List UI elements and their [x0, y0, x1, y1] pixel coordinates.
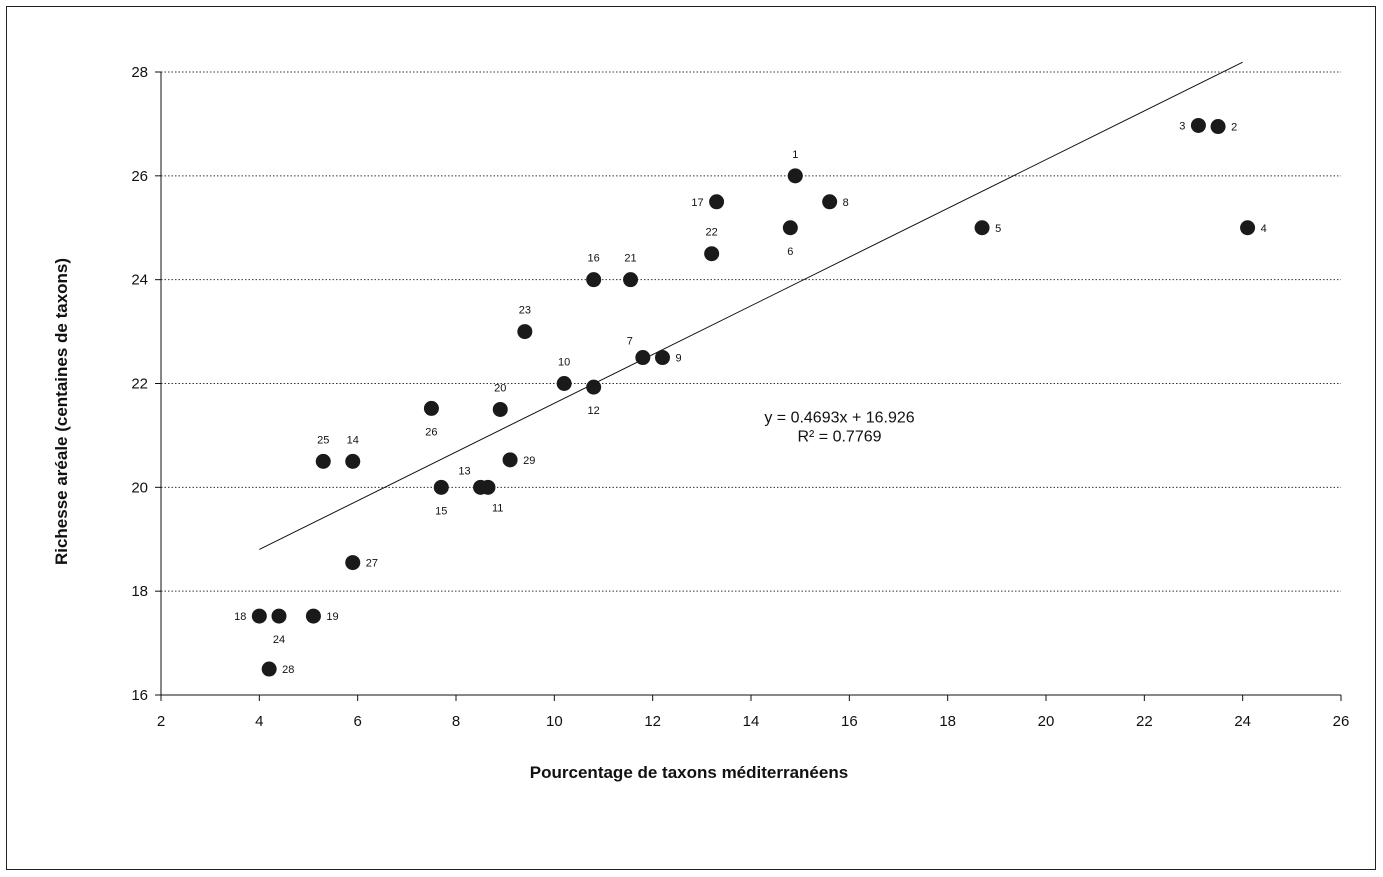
point-label: 6 [787, 246, 793, 258]
y-tick-label: 20 [131, 479, 148, 496]
data-point [492, 401, 508, 417]
point-label: 4 [1261, 223, 1267, 235]
data-point [502, 452, 518, 468]
point-label: 5 [995, 223, 1001, 235]
data-point [655, 350, 670, 366]
point-label: 10 [558, 357, 570, 369]
x-tick-label: 24 [1234, 713, 1251, 730]
x-tick-label: 6 [353, 713, 361, 730]
data-point [1190, 117, 1206, 133]
trendline-group [259, 61, 1243, 550]
data-point [423, 400, 439, 416]
data-point [305, 608, 321, 624]
data-point [623, 272, 639, 288]
point-label: 27 [366, 558, 378, 570]
point-label: 11 [492, 502, 503, 514]
point-label: 21 [624, 253, 636, 265]
y-tick-label: 22 [131, 376, 148, 393]
x-tick-label: 20 [1038, 713, 1055, 730]
point-label: 1 [792, 149, 798, 161]
data-point [261, 661, 277, 677]
y-tick-label: 28 [131, 64, 148, 81]
data-point [556, 376, 572, 391]
x-tick-label: 22 [1136, 713, 1153, 730]
point-label: 7 [627, 336, 633, 348]
point-label: 3 [1179, 120, 1185, 132]
data-point [822, 194, 838, 210]
point-label: 24 [273, 634, 285, 646]
point-label: 16 [588, 253, 600, 265]
point-label: 17 [691, 197, 703, 209]
y-tick-label: 18 [131, 583, 148, 600]
x-tick-label: 10 [546, 713, 563, 730]
x-tick-label: 26 [1333, 713, 1350, 730]
point-label: 14 [347, 434, 359, 446]
point-label: 12 [588, 405, 600, 417]
x-tick-label: 16 [841, 713, 858, 730]
data-point [586, 379, 602, 395]
point-label: 26 [425, 426, 437, 438]
point-label: 9 [676, 353, 682, 365]
x-tick-label: 2 [157, 713, 165, 730]
x-tick-label: 12 [644, 713, 661, 730]
point-label: 19 [326, 611, 338, 623]
data-point [271, 608, 287, 624]
data-point [787, 168, 803, 184]
data-point [974, 220, 990, 236]
point-label: 2 [1231, 122, 1237, 134]
data-point [433, 479, 449, 495]
data-point [251, 608, 267, 624]
y-tick-label: 16 [131, 687, 148, 704]
point-label: 13 [458, 465, 470, 477]
data-point [635, 350, 651, 366]
data-point [782, 220, 798, 236]
data-point [345, 453, 361, 469]
data-point [473, 479, 489, 495]
y-axis-title: Richesse aréale (centaines de taxons) [52, 258, 71, 565]
gridlines [161, 71, 1341, 592]
trendline [259, 61, 1243, 550]
data-point [709, 194, 725, 210]
trendline-r-squared: R² = 0.7769 [797, 429, 881, 446]
data-point [586, 272, 602, 288]
data-point [1240, 220, 1256, 236]
point-label: 20 [494, 382, 506, 394]
x-tick-label: 18 [939, 713, 956, 730]
point-label: 25 [317, 434, 329, 446]
data-point [704, 246, 720, 262]
x-axis-title: Pourcentage de taxons méditerranéens [530, 763, 848, 782]
y-tick-label: 24 [131, 272, 148, 289]
point-label: 15 [435, 505, 447, 517]
data-point [1210, 119, 1226, 135]
point-label: 28 [282, 664, 294, 676]
y-tick-label: 26 [131, 168, 148, 185]
x-tick-label: 8 [452, 713, 460, 730]
point-label: 29 [523, 455, 535, 467]
data-point [345, 555, 361, 571]
x-tick-label: 14 [743, 713, 760, 730]
x-tick-label: 4 [255, 713, 263, 730]
data-points [251, 117, 1256, 677]
point-label: 22 [706, 227, 718, 239]
point-label: 23 [519, 305, 531, 317]
data-point [315, 453, 331, 469]
point-label: 18 [234, 611, 246, 623]
data-point [517, 324, 533, 340]
point-label: 8 [843, 197, 849, 209]
trendline-equation: y = 0.4693x + 16.926 [764, 409, 914, 426]
